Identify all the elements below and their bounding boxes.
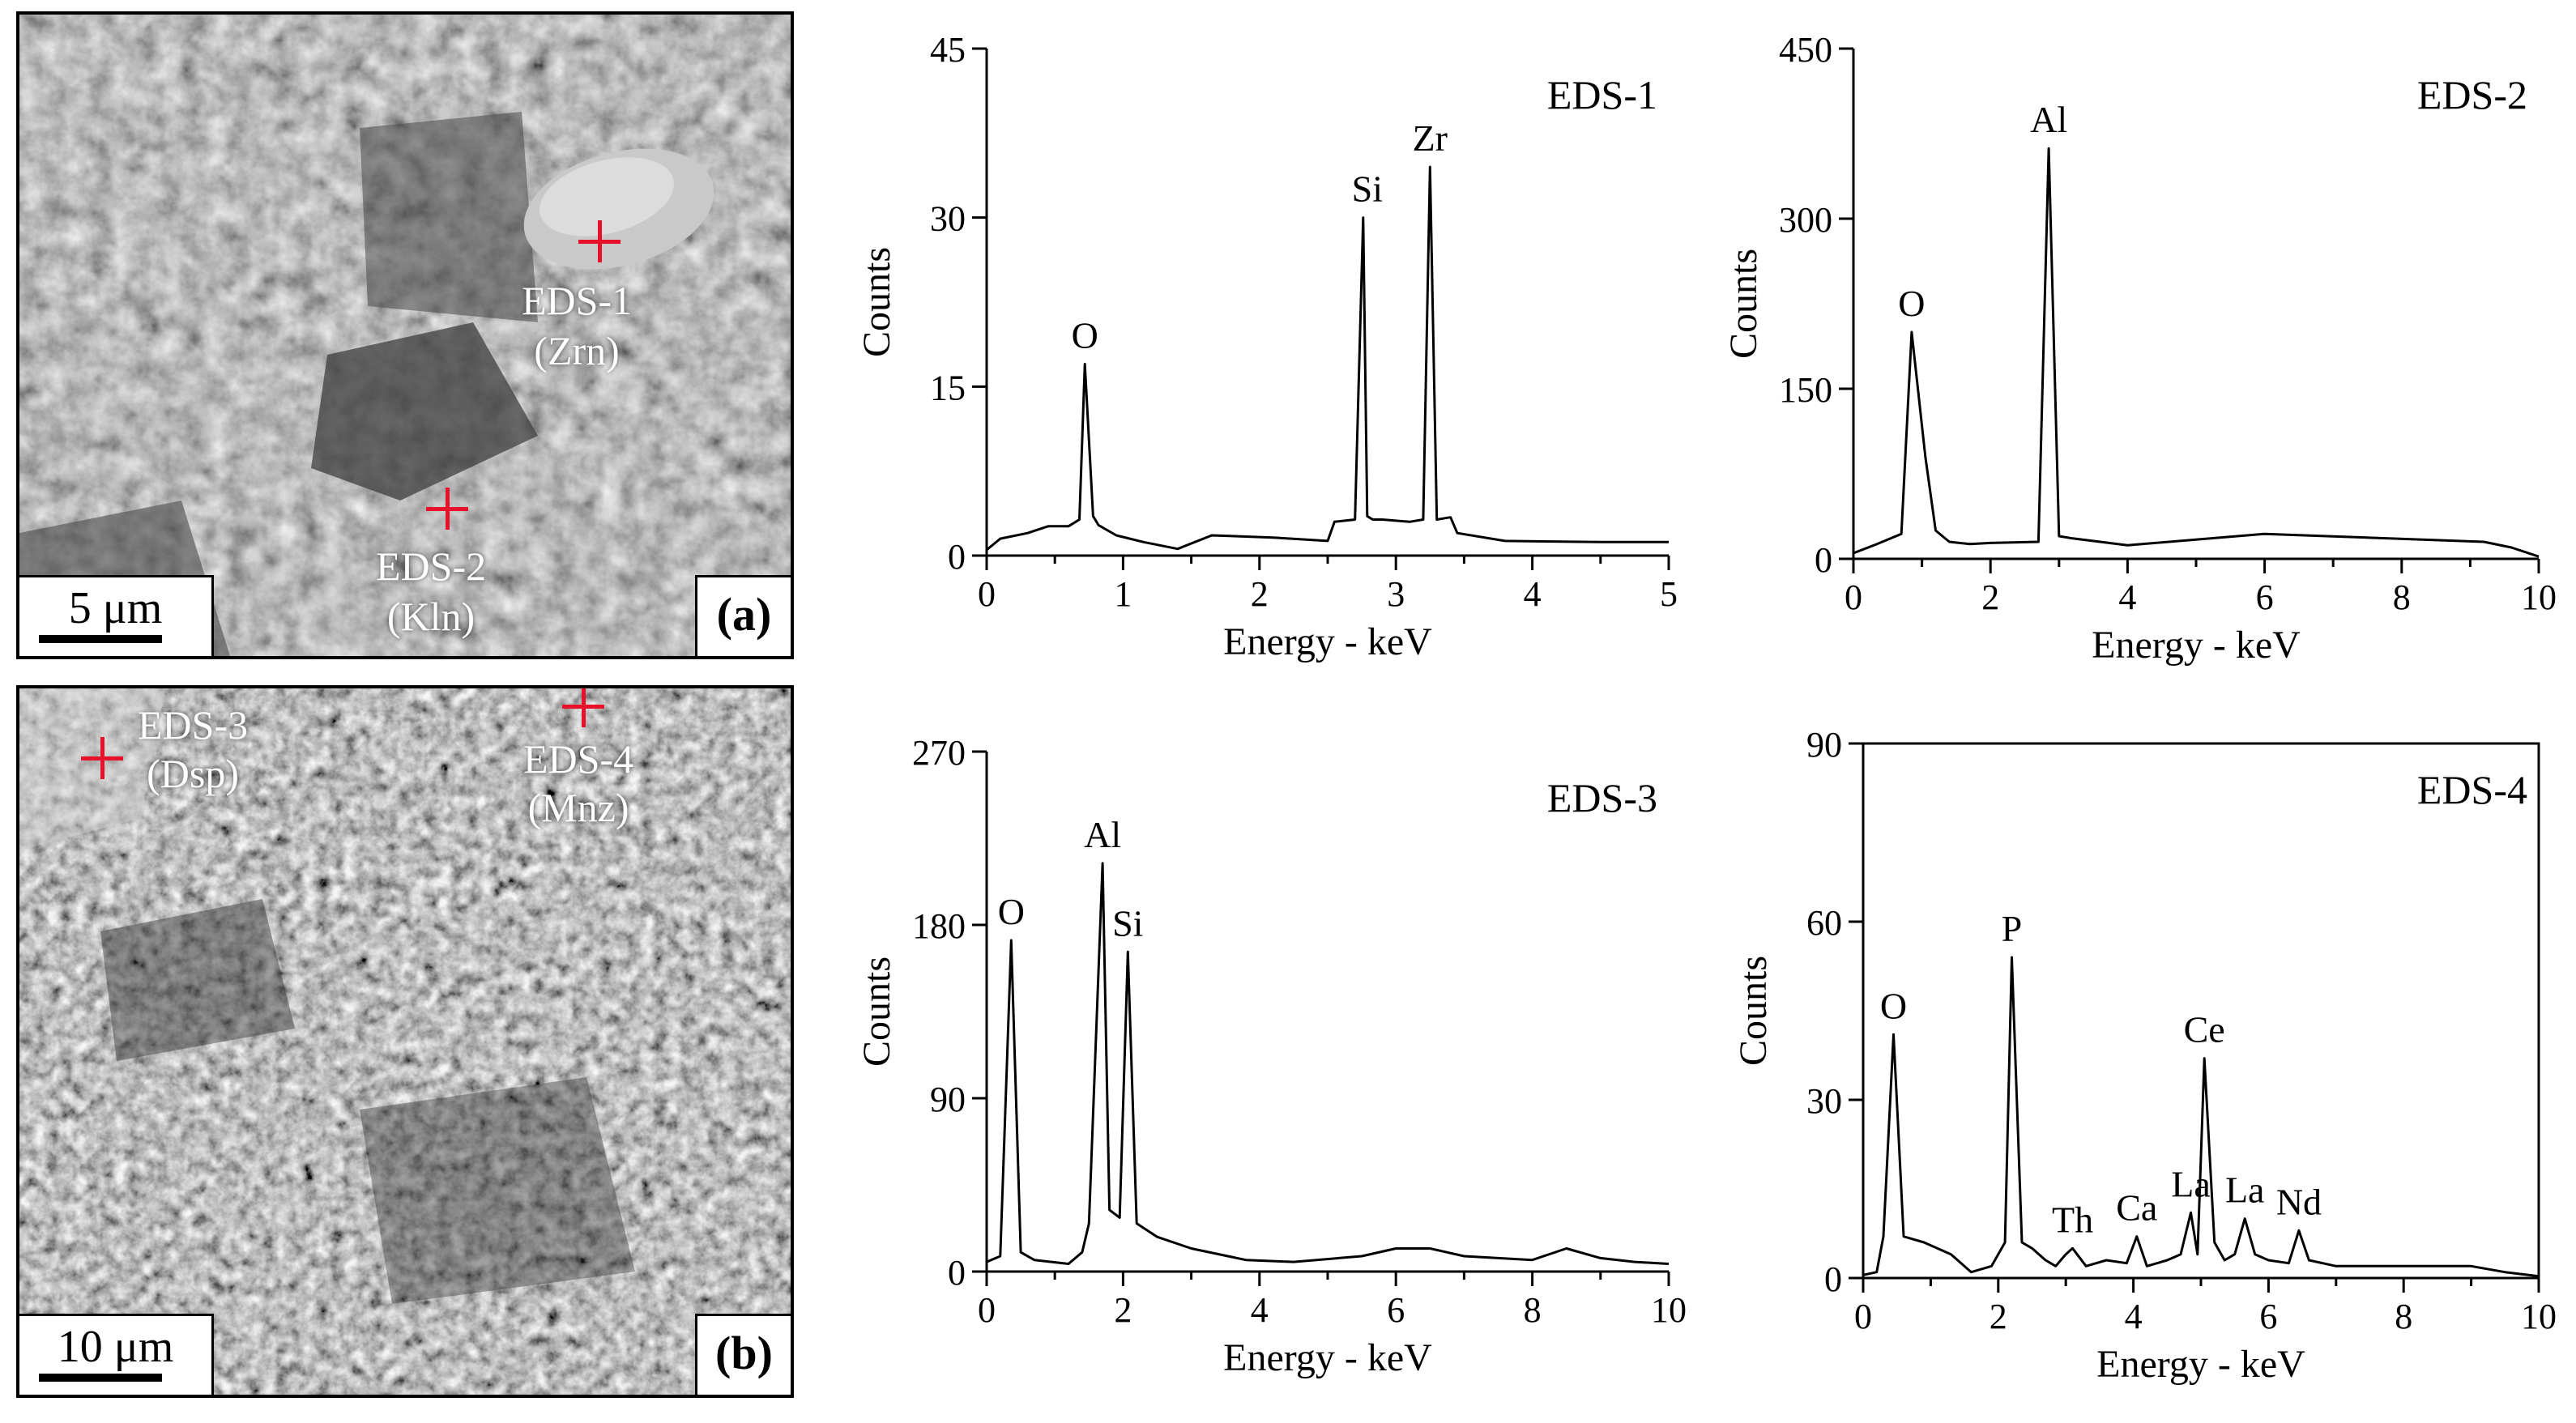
y-tick-label: 0 — [1815, 540, 1832, 580]
x-tick-label: 2 — [1981, 577, 1999, 617]
x-tick-label: 0 — [978, 1290, 996, 1330]
peak-label: O — [1898, 283, 1925, 324]
peak-label: O — [1880, 985, 1907, 1026]
x-tick-label: 0 — [1845, 577, 1862, 617]
x-tick-label: 1 — [1114, 574, 1132, 614]
scale-bar-box: 5 μm — [19, 575, 214, 656]
peak-label: Si — [1112, 902, 1143, 944]
peak-label: La — [2171, 1163, 2211, 1204]
peak-label: Al — [1084, 814, 1121, 855]
x-tick-label: 4 — [1251, 1290, 1269, 1330]
y-tick-label: 0 — [948, 537, 966, 577]
sem-micrograph-a — [19, 15, 791, 656]
eds-4-label: EDS-4 (Mnz) — [523, 736, 634, 830]
y-tick-label: 300 — [1779, 200, 1832, 240]
peak-label: Ca — [2116, 1187, 2157, 1229]
eds-chart-2: 0 150 300 450 0 2 4 6 8 10 Energy - keV Counts EDS-2… — [1722, 30, 2557, 667]
peak-label: Nd — [2276, 1181, 2322, 1222]
x-axis-label: Energy - keV — [2096, 1343, 2305, 1386]
y-axis-label: Counts — [1732, 956, 1775, 1066]
x-tick-label: 10 — [2521, 577, 2557, 617]
x-axis-label: Energy - keV — [2092, 624, 2301, 667]
y-tick-label: 180 — [912, 906, 966, 946]
y-tick-label: 270 — [912, 733, 966, 773]
y-tick-label: 90 — [930, 1080, 966, 1119]
y-tick-label: 150 — [1779, 370, 1832, 410]
peak-label: La — [2225, 1170, 2265, 1211]
sem-image-a: EDS-1 (Zrn) EDS-2 (Kln) 5 μm (a) — [16, 11, 794, 659]
panel-label-b: (b) — [695, 1314, 791, 1395]
eds-3-label: EDS-3 (Dsp) — [138, 702, 249, 796]
scale-text: 5 μm — [68, 583, 163, 633]
y-axis-label: Counts — [1722, 249, 1765, 359]
x-tick-label: 8 — [2393, 577, 2411, 617]
x-tick-label: 0 — [1854, 1297, 1872, 1336]
x-tick-label: 6 — [2256, 577, 2274, 617]
sem-image-b: EDS-3 (Dsp) EDS-4 (Mnz) 10 μm (b) — [16, 685, 794, 1398]
chart-title: EDS-1 — [1547, 72, 1657, 117]
y-tick-label: 15 — [930, 368, 966, 407]
x-axis-label: Energy - keV — [1223, 620, 1432, 663]
peak-label: O — [1072, 315, 1098, 356]
peak-label: Th — [2052, 1199, 2093, 1240]
y-tick-label: 0 — [948, 1253, 966, 1293]
x-tick-label: 3 — [1387, 574, 1405, 614]
y-axis-label: Counts — [855, 247, 898, 357]
scale-bar — [39, 635, 162, 643]
x-tick-label: 6 — [2259, 1297, 2277, 1336]
y-tick-label: 450 — [1779, 30, 1832, 70]
x-tick-label: 2 — [1990, 1297, 2007, 1336]
peak-label: Al — [2030, 99, 2067, 140]
y-tick-label: 30 — [1806, 1081, 1842, 1121]
x-tick-label: 4 — [1524, 574, 1542, 614]
chart-title: EDS-2 — [2417, 72, 2527, 117]
y-tick-label: 60 — [1806, 903, 1842, 943]
chart-title: EDS-3 — [1547, 775, 1657, 820]
eds-3-marker — [81, 737, 123, 779]
y-tick-label: 45 — [930, 30, 966, 70]
eds-2-label: EDS-2 (Kln) — [376, 543, 487, 639]
eds-4-marker — [562, 688, 604, 727]
x-tick-label: 4 — [2118, 577, 2136, 617]
x-axis-label: Energy - keV — [1223, 1336, 1432, 1379]
x-tick-label: 2 — [1251, 574, 1269, 614]
y-tick-label: 0 — [1824, 1259, 1842, 1299]
y-tick-label: 90 — [1806, 725, 1842, 765]
y-tick-label: 30 — [930, 199, 966, 239]
peak-label: O — [998, 891, 1025, 932]
spectrum-line — [1853, 147, 2540, 558]
eds-chart-4: 0 30 60 90 0 2 4 6 8 10 Energy - keV Counts EDS-4 O P T… — [1732, 725, 2557, 1386]
eds-1-label: EDS-1 (Zrn) — [522, 278, 633, 373]
x-tick-label: 0 — [978, 574, 996, 614]
sem-micrograph-b — [19, 688, 791, 1395]
peak-label: Si — [1352, 168, 1383, 210]
eds-chart-3: 0 90 180 270 0 2 4 6 8 10 Energy - keV Counts EDS-3 O… — [855, 733, 1687, 1379]
peak-label: P — [2002, 908, 2023, 949]
peak-label: Zr — [1413, 117, 1448, 159]
chart-title: EDS-4 — [2417, 767, 2527, 812]
y-axis-label: Counts — [855, 956, 898, 1067]
spectrum-line — [1862, 956, 2540, 1278]
x-tick-label: 5 — [1660, 574, 1678, 614]
x-tick-label: 4 — [2125, 1297, 2143, 1336]
x-tick-label: 2 — [1114, 1290, 1132, 1330]
x-tick-label: 8 — [2395, 1297, 2412, 1336]
x-tick-label: 8 — [1524, 1290, 1542, 1330]
scale-bar — [39, 1374, 162, 1382]
panel-label-a: (a) — [695, 575, 791, 656]
peak-label: Ce — [2184, 1009, 2225, 1050]
scale-bar-box: 10 μm — [19, 1314, 214, 1395]
spectrum-line — [986, 165, 1669, 552]
eds-1-marker — [578, 220, 621, 262]
x-tick-label: 10 — [2521, 1297, 2557, 1336]
spectrum-line — [986, 862, 1670, 1265]
eds-2-marker — [426, 488, 468, 530]
scale-text: 10 μm — [57, 1322, 174, 1372]
x-tick-label: 10 — [1651, 1290, 1687, 1330]
x-tick-label: 6 — [1387, 1290, 1405, 1330]
